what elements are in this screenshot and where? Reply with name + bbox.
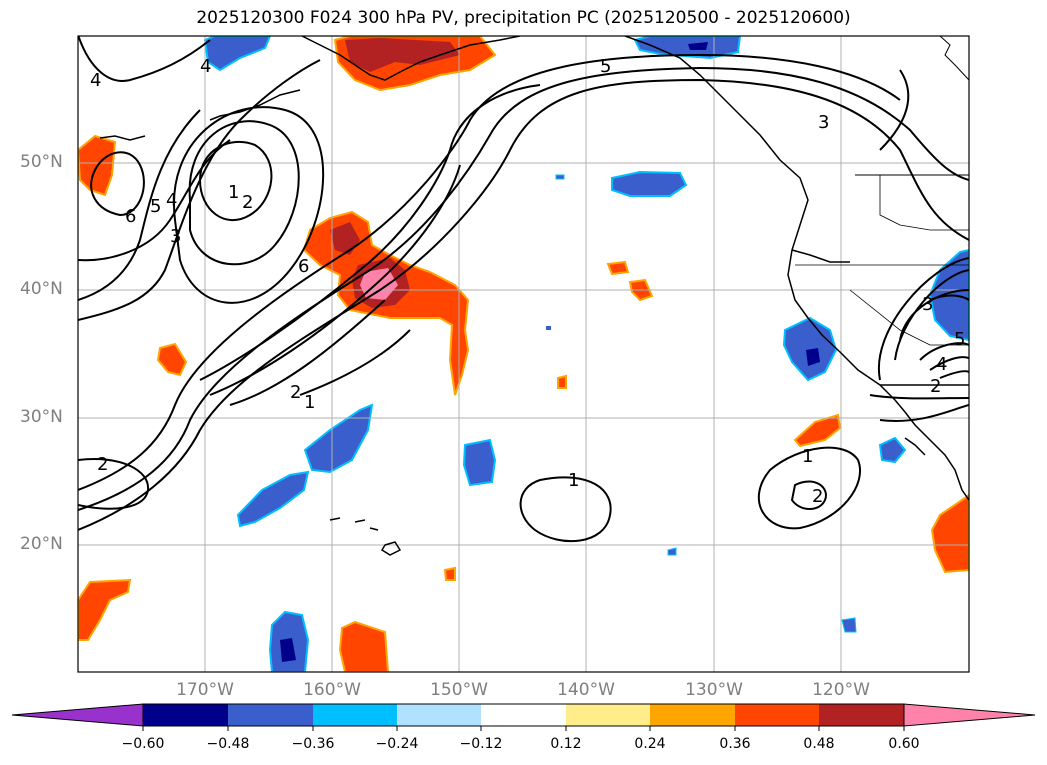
contour-label: 4 xyxy=(90,70,101,91)
colorbar-tick-label: 0.60 xyxy=(888,736,920,752)
lon-label: 150°W xyxy=(430,680,488,700)
colorbar-tick-label: −0.12 xyxy=(459,736,503,752)
contour-label: 2 xyxy=(242,192,253,213)
contour-label: 4 xyxy=(200,56,211,77)
contour-label: 1 xyxy=(802,446,813,467)
contour-label: 3 xyxy=(922,294,933,315)
contour-label: 2 xyxy=(290,382,301,403)
colorbar-tick-label: 0.12 xyxy=(550,736,582,752)
contour-label: 1 xyxy=(304,392,315,413)
colorbar-tick-label: 0.24 xyxy=(634,736,666,752)
lon-label: 120°W xyxy=(812,680,870,700)
coastlines xyxy=(99,36,969,556)
colorbar-swatch xyxy=(143,704,228,726)
colorbar xyxy=(11,703,1036,731)
colorbar-extend-low xyxy=(11,703,144,727)
colorbar-swatch xyxy=(481,704,566,726)
contour-label: 6 xyxy=(298,256,309,277)
colorbar-tick-label: −0.24 xyxy=(375,736,419,752)
pv-contours xyxy=(78,36,969,543)
colorbar-tick-label: −0.60 xyxy=(121,736,165,752)
colorbar-swatch xyxy=(313,704,397,726)
lat-label: 40°N xyxy=(20,279,63,299)
lat-label: 50°N xyxy=(20,152,63,172)
contour-label: 1 xyxy=(568,470,579,491)
colorbar-swatch xyxy=(650,704,735,726)
contour-label: 4 xyxy=(936,354,947,375)
plot-title: 2025120300 F024 300 hPa PV, precipitatio… xyxy=(196,8,851,28)
colorbar-tick-label: 0.36 xyxy=(719,736,751,752)
lon-label: 170°W xyxy=(176,680,234,700)
contour-label: 5 xyxy=(600,56,611,77)
colorbar-swatch xyxy=(228,704,313,726)
map-frame xyxy=(77,35,970,673)
colorbar-tick-label: −0.36 xyxy=(291,736,335,752)
lat-label: 30°N xyxy=(20,407,63,427)
colorbar-tick-label: 0.48 xyxy=(803,736,835,752)
contour-label: 5 xyxy=(150,196,161,217)
lon-label: 140°W xyxy=(557,680,615,700)
colorbar-swatch xyxy=(735,704,819,726)
colorbar-swatch xyxy=(819,704,904,726)
colorbar-extend-high xyxy=(903,703,1036,727)
contour-label: 2 xyxy=(930,376,941,397)
contour-label: 3 xyxy=(818,112,829,133)
lon-label: 160°W xyxy=(303,680,361,700)
colorbar-swatch xyxy=(397,704,481,726)
contour-label: 3 xyxy=(170,226,181,247)
lon-label: 130°W xyxy=(685,680,743,700)
contour-label: 2 xyxy=(812,486,823,507)
lat-label: 20°N xyxy=(20,534,63,554)
colorbar-tick-label: −0.48 xyxy=(206,736,250,752)
contour-label: 5 xyxy=(954,329,965,350)
contour-labels: 4 4 5 3 1 2 5 4 3 6 6 2 1 1 2 1 2 3 4 5 … xyxy=(90,56,965,507)
contour-label: 2 xyxy=(97,454,108,475)
precip-negative-anomalies xyxy=(203,36,969,672)
contour-label: 4 xyxy=(166,190,177,211)
colorbar-swatch xyxy=(566,704,650,726)
contour-label: 6 xyxy=(125,206,136,227)
contour-label: 1 xyxy=(228,182,239,203)
